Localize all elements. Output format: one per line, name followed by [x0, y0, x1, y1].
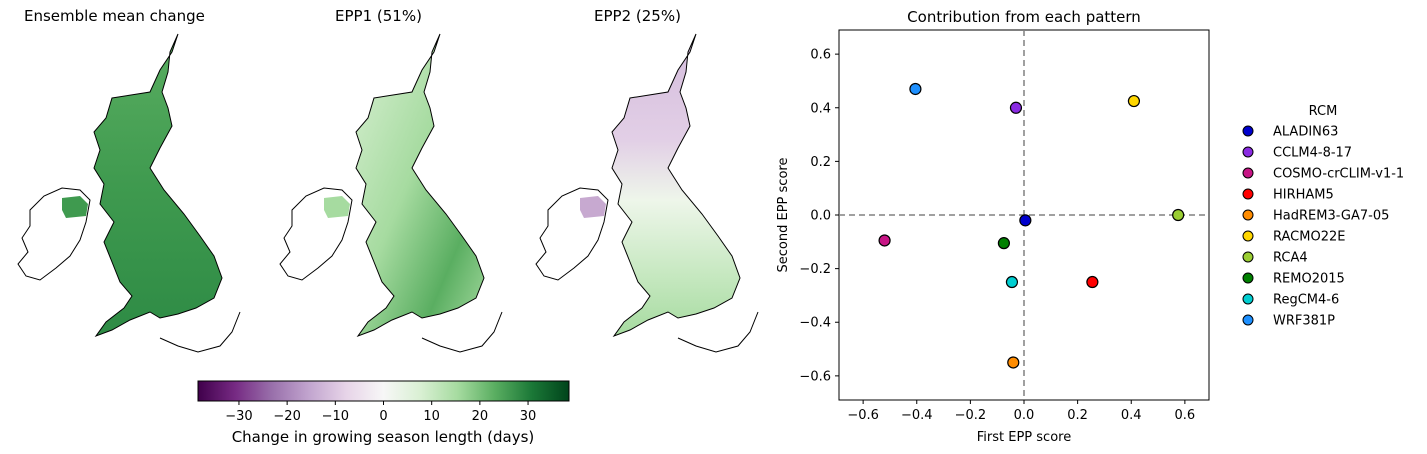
colorbar-tick-label: 30	[520, 409, 537, 424]
colorbar-tick-label: 20	[472, 409, 489, 424]
scatter-chart: Contribution from each pattern −0.6 −0.4−…	[776, 8, 1210, 445]
scatter-point	[1009, 101, 1023, 114]
gb-landmass	[611, 33, 741, 338]
legend-marker	[1242, 209, 1254, 221]
map-panel-epp2	[535, 33, 759, 353]
x-tick-label: 0.0	[1014, 408, 1035, 423]
colorbar-tick-label: −10	[322, 409, 349, 424]
colorbar-bar	[197, 380, 570, 402]
gb-landmass	[355, 33, 485, 338]
legend-marker	[1242, 293, 1254, 305]
legend-marker	[1242, 251, 1254, 263]
colorbar: −30 −20 −10 0 10 20 30 Change in growing seaso…	[197, 380, 570, 446]
panel-title-epp1: EPP1 (51%)	[335, 7, 422, 25]
scilly-coast	[677, 311, 759, 353]
legend-marker	[1242, 146, 1254, 158]
legend-marker	[1242, 230, 1254, 242]
y-axis-label: Second EPP score	[776, 158, 791, 273]
legend-title: RCM	[1309, 104, 1338, 119]
x-axis-label: First EPP score	[977, 430, 1071, 445]
panel-title-mean: Ensemble mean change	[24, 7, 205, 25]
legend-marker	[1242, 272, 1254, 284]
x-tick-label: 0.6	[1175, 408, 1196, 423]
legend-marker	[1242, 314, 1254, 326]
scilly-coast	[159, 311, 241, 353]
colorbar-tick-label: −20	[273, 409, 300, 424]
scatter-point	[878, 234, 891, 247]
x-tick-label: 0.2	[1067, 408, 1088, 423]
x-tick-label: −0.4	[901, 408, 933, 423]
legend-label: CCLM4-8-17	[1273, 146, 1352, 161]
y-axis-ticks: −0.6 −0.4 −0.2 0.0 0.2 0.4 0.6	[799, 48, 839, 384]
legend-label: RCA4	[1273, 251, 1308, 266]
legend-label: HIRHAM5	[1273, 188, 1334, 203]
legend: RCM ALADIN63 CCLM4-8-17 COSMO-crCLIM-v1-1 H…	[1242, 104, 1404, 329]
scatter-point	[1086, 275, 1099, 289]
legend-label: WRF381P	[1273, 314, 1335, 329]
ni-region	[62, 196, 88, 218]
legend-label: HadREM3-GA7-05	[1273, 209, 1389, 224]
legend-items: ALADIN63 CCLM4-8-17 COSMO-crCLIM-v1-1 HIRHA…	[1242, 125, 1404, 329]
scatter-point	[909, 82, 922, 96]
x-tick-label: −0.2	[955, 408, 987, 423]
chart-title: Contribution from each pattern	[907, 8, 1141, 26]
scatter-point	[1007, 356, 1020, 369]
scatter-point	[1019, 214, 1032, 227]
gb-landmass	[93, 33, 223, 338]
map-panel-epp1	[279, 33, 503, 353]
x-tick-label: 0.4	[1121, 408, 1142, 423]
legend-label: REMO2015	[1273, 272, 1345, 287]
ni-region	[324, 196, 350, 218]
scilly-coast	[421, 311, 503, 353]
x-axis-ticks: −0.6 −0.4 −0.2 0.0 0.2 0.4 0.6	[847, 400, 1195, 423]
y-tick-label: 0.0	[810, 209, 831, 224]
colorbar-tick-label: 0	[379, 409, 387, 424]
scatter-point	[1005, 275, 1019, 289]
legend-marker	[1242, 188, 1254, 200]
y-tick-label: 0.4	[810, 101, 831, 116]
y-tick-label: −0.4	[799, 316, 831, 331]
x-tick-label: −0.6	[847, 408, 879, 423]
scatter-points	[878, 82, 1185, 369]
legend-label: RACMO22E	[1273, 230, 1345, 245]
scatter-point	[997, 237, 1010, 250]
map-panel-mean	[17, 33, 241, 353]
scatter-point	[1127, 94, 1141, 108]
y-tick-label: 0.2	[810, 155, 831, 170]
y-tick-label: −0.2	[799, 262, 831, 277]
scatter-point	[1172, 208, 1185, 222]
legend-marker	[1242, 125, 1254, 137]
colorbar-tick-label: −30	[225, 409, 252, 424]
legend-label: ALADIN63	[1273, 125, 1338, 140]
legend-marker	[1242, 167, 1254, 179]
colorbar-label: Change in growing season length (days)	[232, 428, 535, 446]
panel-title-epp2: EPP2 (25%)	[594, 7, 681, 25]
legend-label: RegCM4-6	[1273, 293, 1339, 308]
y-tick-label: 0.6	[810, 48, 831, 63]
y-tick-label: −0.6	[799, 369, 831, 384]
legend-label: COSMO-crCLIM-v1-1	[1273, 167, 1404, 182]
colorbar-tick-label: 10	[423, 409, 440, 424]
colorbar-ticks: −30 −20 −10 0 10 20 30	[225, 401, 536, 424]
ni-region	[580, 196, 606, 218]
